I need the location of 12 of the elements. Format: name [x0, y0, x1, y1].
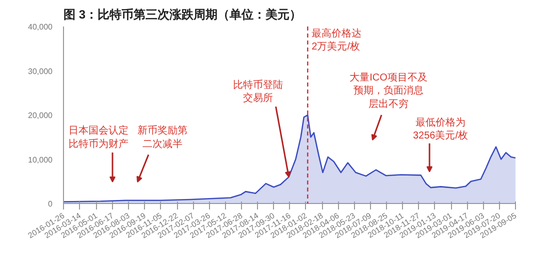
annotation: 最低价格为3256美元/枚 [412, 116, 468, 142]
ref-line-label: 最高价格达2万美元/枚 [312, 28, 362, 53]
annotation: 比特币登陆交易所 [232, 78, 283, 104]
y-tick-label: 0 [48, 200, 54, 208]
y-tick-label: 30,000 [28, 66, 54, 76]
y-tick-label: 20,000 [28, 111, 54, 120]
y-tick-label: 10,000 [28, 155, 54, 164]
annotation: 大量ICO项目不及预期，负面消息层出不穷 [350, 72, 428, 110]
annotation: 新币奖励第二次减半 [138, 124, 188, 150]
annotation: 日本国会认定比特币为财产 [68, 124, 128, 150]
y-tick-label: 40,000 [28, 22, 54, 32]
chart-title: 图 3：比特币第三次涨跌周期（单位：美元） [64, 8, 302, 22]
